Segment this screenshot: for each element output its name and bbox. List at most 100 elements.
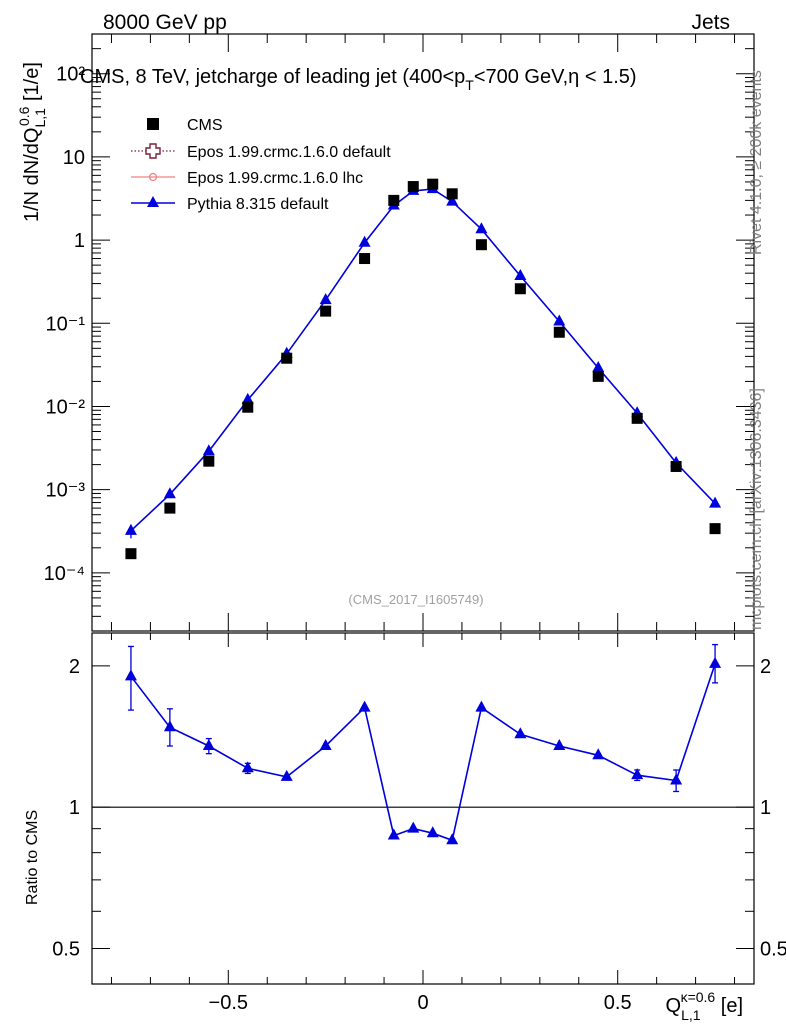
ratio-plot-frame <box>91 632 755 985</box>
ratio-x-tick-label: 0.5 <box>604 992 632 1014</box>
legend-marker-epos-default <box>145 143 161 159</box>
cms-point <box>320 305 332 317</box>
ratio-x-tick-label: −0.5 <box>209 992 248 1014</box>
ratio-point <box>387 828 400 840</box>
pythia-point <box>202 444 215 456</box>
ratio-point <box>670 773 683 785</box>
main-axis-ticks: 10⁻⁴ 10⁻³ 10⁻² 10⁻¹ 1 10 10² <box>44 33 754 632</box>
x-axis-title: QL,1 κ=0.6 [e] <box>666 989 743 1023</box>
pythia-point <box>553 314 566 326</box>
pythia-point <box>163 487 176 499</box>
chart-title-part: <700 GeV,η < 1.5) <box>474 66 637 88</box>
ratio-y-tick-label-left: 1 <box>69 797 80 819</box>
ratio-series-line <box>130 663 716 842</box>
pythia-point <box>709 496 722 508</box>
ratio-point <box>475 700 488 712</box>
ratio-point <box>709 656 722 668</box>
x-title-superscript: κ=0.6 <box>681 989 716 1005</box>
pythia-point <box>358 235 371 247</box>
ratio-point <box>514 727 527 739</box>
cms-point <box>281 352 293 364</box>
cms-point <box>709 523 721 535</box>
ratio-point <box>446 833 459 845</box>
cms-point <box>125 548 137 560</box>
ratio-point <box>592 748 605 760</box>
ratio-point <box>124 669 137 681</box>
y-title-part: [1/e] <box>21 62 43 106</box>
analysis-watermark: (CMS_2017_I1605749) <box>348 592 483 607</box>
main-y-tick-label: 1 <box>74 230 85 252</box>
cms-point <box>514 283 526 295</box>
legend-label: Epos 1.99.crmc.1.6.0 default <box>187 144 391 161</box>
legend-marker-cms <box>147 118 159 130</box>
ratio-x-tick-label: 0 <box>417 992 428 1014</box>
cms-point <box>388 194 400 206</box>
cms-point <box>359 253 371 265</box>
ratio-point <box>241 761 254 773</box>
pythia-point <box>446 194 459 206</box>
cms-point <box>407 181 419 193</box>
main-y-axis-title: 1/N dN/dQL,10.6 [1/e] <box>16 62 48 222</box>
legend-marker-epos-lhc <box>148 172 158 182</box>
chart-title-subscript: T <box>465 77 474 93</box>
chart-title-part: CMS, 8 TeV, jetcharge of leading jet (40… <box>80 66 465 88</box>
ratio-point <box>407 821 420 833</box>
legend-marker-pythia <box>147 196 159 207</box>
y-title-part: 1/N dN/dQ <box>21 128 43 222</box>
ratio-point <box>280 769 293 781</box>
ratio-y-tick-label-right: 0.5 <box>760 938 786 960</box>
cms-point <box>427 178 439 190</box>
side-label-rivet: Rivet 4.1.0, ≥ 200k events <box>748 70 765 255</box>
main-y-tick-label: 10⁻² <box>46 396 86 418</box>
main-y-tick-label: 10⁻¹ <box>46 313 86 335</box>
ratio-point <box>319 738 332 750</box>
ratio-y-tick-label-left: 2 <box>69 656 80 678</box>
legend-label: Pythia 8.315 default <box>187 196 329 213</box>
main-y-tick-label: 10⁻⁴ <box>44 563 85 585</box>
legend-label: CMS <box>187 117 223 134</box>
ratio-point <box>426 826 439 838</box>
main-y-tick-label: 10 <box>63 147 85 169</box>
ratio-y-tick-label-right: 1 <box>760 797 771 819</box>
pythia-point <box>241 392 254 404</box>
cms-point <box>242 401 254 413</box>
pythia-point <box>124 523 137 535</box>
ratio-point <box>631 768 644 780</box>
ratio-point <box>358 700 371 712</box>
x-title-subscript: L,1 <box>681 1007 701 1023</box>
ratio-data-layer <box>124 643 722 845</box>
pythia-point <box>319 293 332 305</box>
ratio-point <box>163 720 176 732</box>
ratio-y-tick-label-left: 0.5 <box>52 938 80 960</box>
pythia-point <box>475 222 488 234</box>
header-right: Jets <box>691 11 730 34</box>
y-title-superscript: 0.6 <box>16 106 32 126</box>
pythia-series-line <box>130 188 716 532</box>
legend-label: Epos 1.99.crmc.1.6.0 lhc <box>187 170 363 187</box>
main-y-tick-label: 10² <box>56 64 85 86</box>
pythia-point <box>592 360 605 372</box>
cms-point <box>475 239 487 251</box>
ratio-y-tick-label-right: 2 <box>760 656 771 678</box>
main-y-tick-label: 10⁻³ <box>46 480 86 502</box>
cms-point <box>631 412 643 424</box>
cms-point <box>164 502 176 514</box>
main-data-layer <box>124 178 722 560</box>
side-label-mcplots: mcplots.cern.ch [arXiv:1306.3436] <box>748 388 765 630</box>
header-left: 8000 GeV pp <box>103 11 227 34</box>
cms-point <box>592 370 604 382</box>
pythia-point <box>514 269 527 281</box>
chart-title: CMS, 8 TeV, jetcharge of leading jet (40… <box>80 66 637 93</box>
legend: CMS Epos 1.99.crmc.1.6.0 default Epos 1.99… <box>131 117 391 213</box>
x-title-part: Q <box>666 995 682 1017</box>
x-title-part: [e] <box>715 995 743 1017</box>
y-title-subscript: L,1 <box>32 108 48 128</box>
cms-point <box>446 188 458 200</box>
cms-point <box>670 460 682 472</box>
ratio-y-axis-title: Ratio to CMS <box>24 810 41 905</box>
ratio-axis-ticks: −0.5 0 0.5 0.5 0.5 1 1 2 2 <box>52 633 786 1014</box>
ratio-point <box>553 738 566 750</box>
cms-point <box>203 455 215 467</box>
cms-point <box>553 326 565 338</box>
